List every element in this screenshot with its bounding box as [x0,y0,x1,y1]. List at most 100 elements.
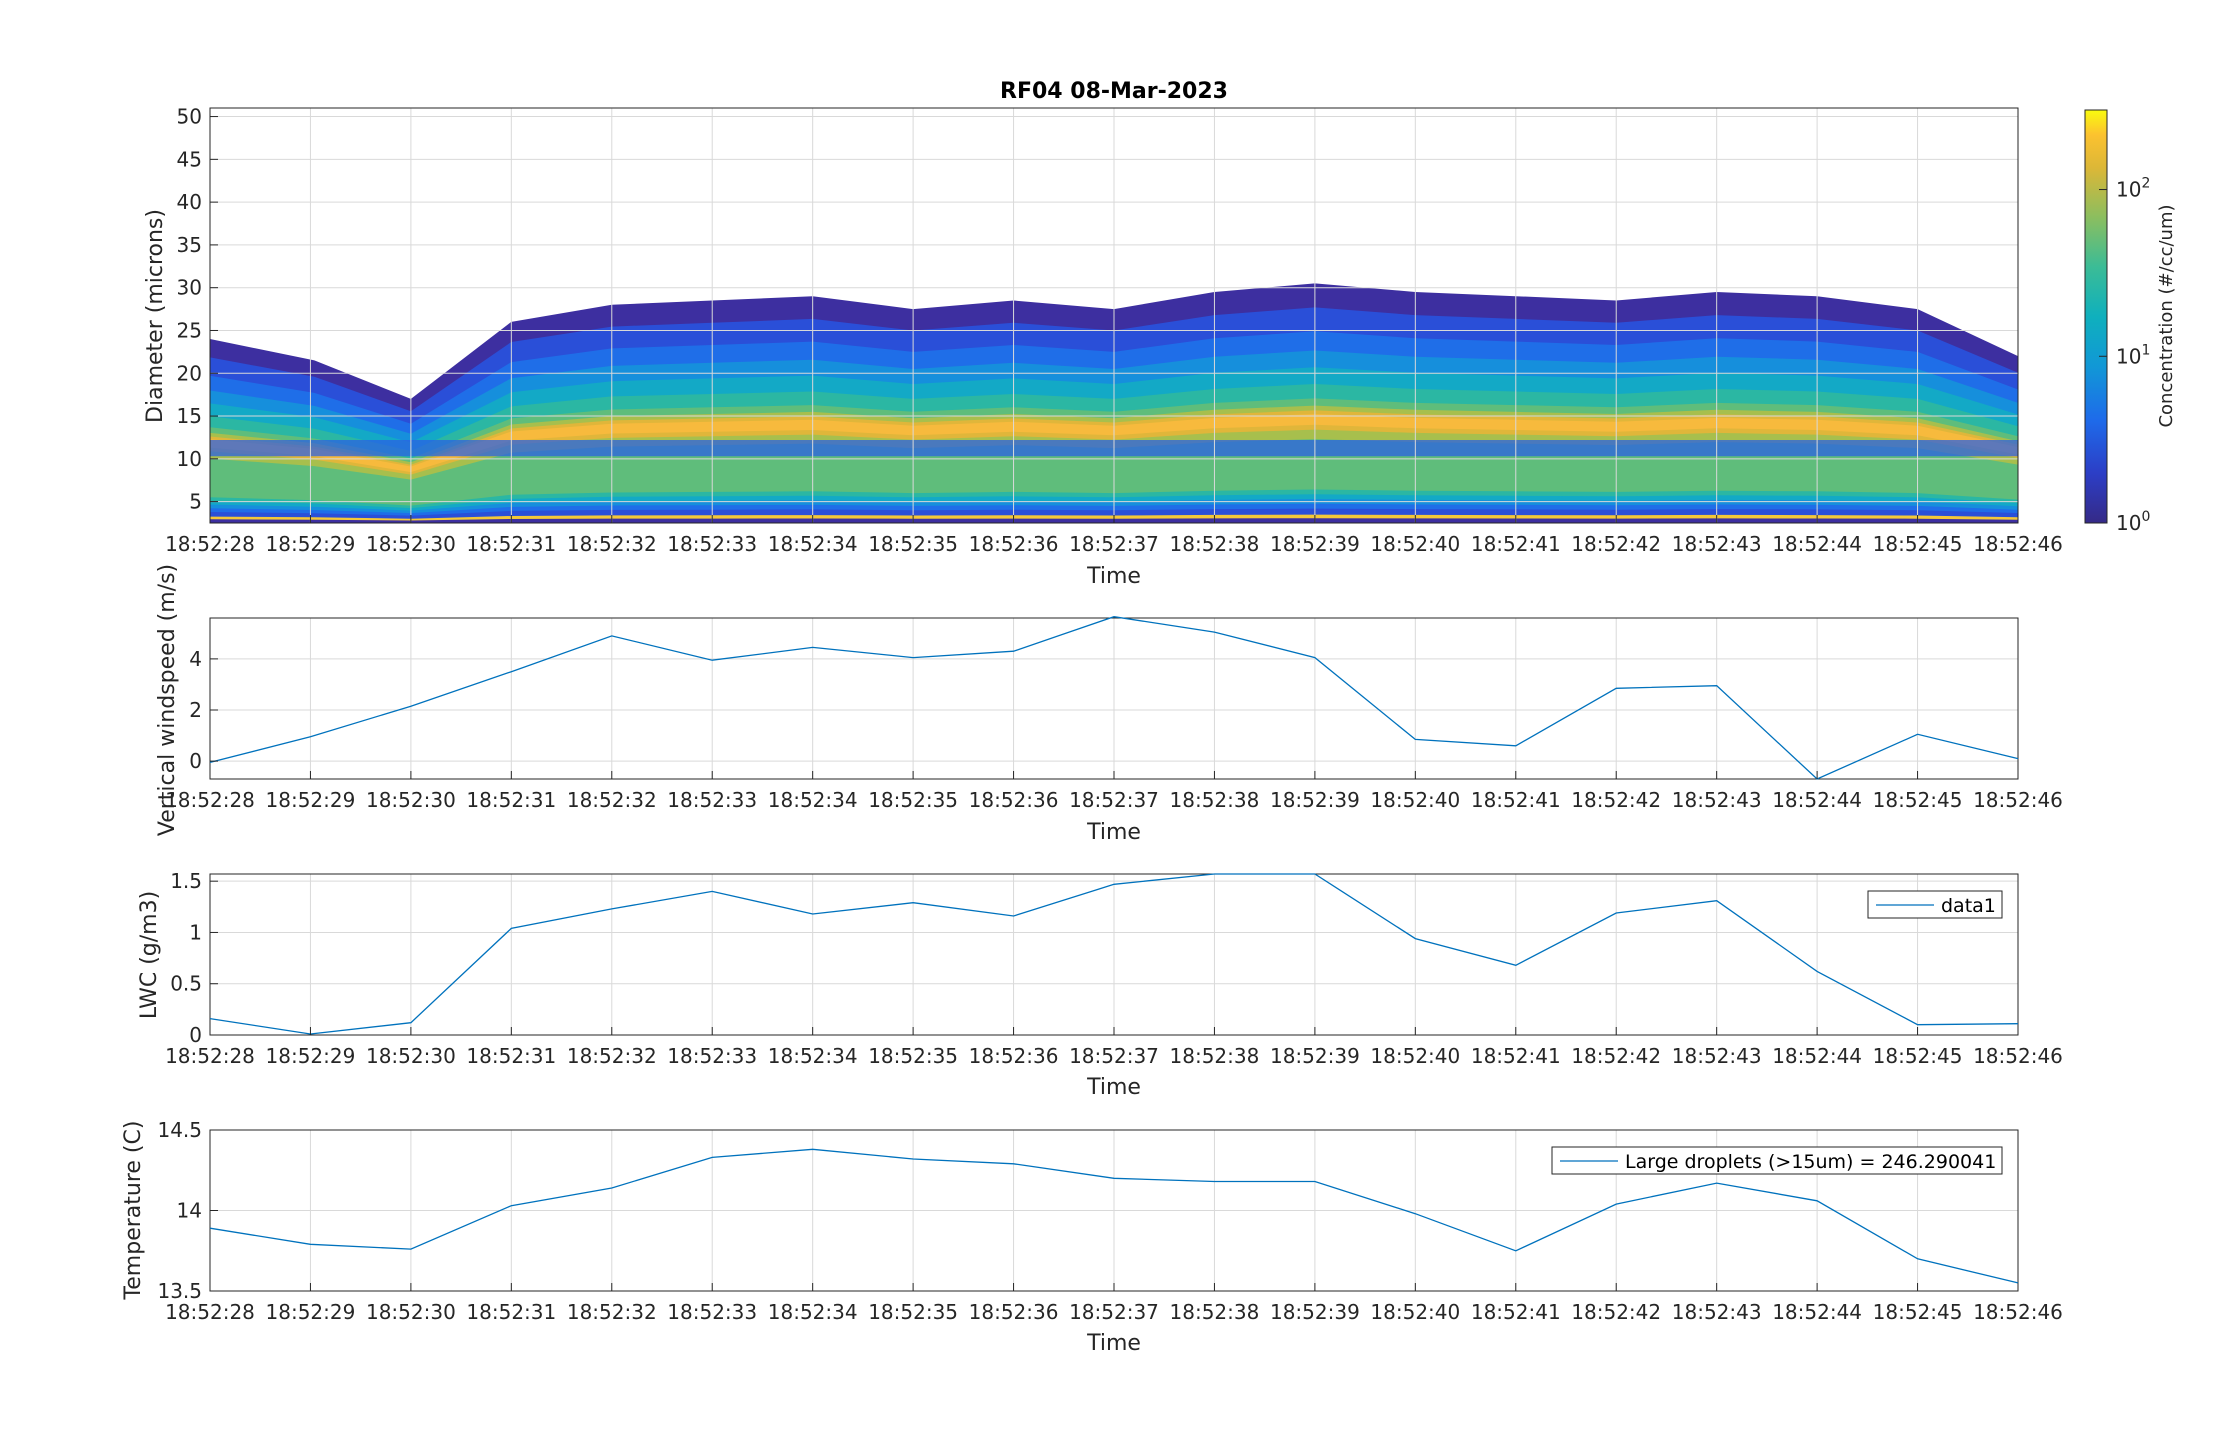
x-tick-label: 18:52:31 [466,532,556,556]
colorbar-label: Concentration (#/cc/um) [2156,204,2177,427]
windspeed-x-axis-title: Time [1086,820,1141,845]
y-tick-label: 1.5 [170,869,202,893]
x-tick-label: 18:52:36 [969,788,1059,812]
lwc-x-ticks: 18:52:28 18:52:29 18:52:30 18:52:31 18:52:32… [165,1027,2063,1068]
x-tick-label: 18:52:46 [1973,1300,2063,1324]
y-tick-label: 4 [189,647,202,671]
x-tick-label: 18:52:33 [667,1300,757,1324]
x-tick-label: 18:52:40 [1370,1300,1460,1324]
colorbar-gradient [2084,109,2108,524]
lwc-x-axis-title: Time [1086,1075,1141,1100]
x-tick-label: 18:52:32 [567,532,657,556]
x-tick-label: 18:52:42 [1571,1300,1661,1324]
x-tick-label: 18:52:43 [1672,788,1762,812]
lwc-legend-label: data1 [1941,895,1996,917]
lwc-grid [209,874,2019,1036]
y-tick-label: 15 [177,404,202,428]
temperature-x-ticks: 18:52:28 18:52:29 18:52:30 18:52:31 18:52:32… [165,1283,2063,1324]
x-tick-label: 18:52:37 [1069,1044,1159,1068]
x-tick-label: 18:52:29 [266,1044,356,1068]
x-tick-label: 18:52:34 [768,1300,858,1324]
y-tick-label: 14 [177,1199,202,1223]
x-tick-label: 18:52:39 [1270,1044,1360,1068]
x-tick-label: 18:52:37 [1069,532,1159,556]
x-tick-label: 18:52:35 [868,1044,958,1068]
x-tick-label: 18:52:30 [366,788,456,812]
colorbar: 100 101 102 Concentration (#/cc/um) [2084,109,2177,535]
x-tick-label: 18:52:40 [1370,788,1460,812]
x-tick-label: 18:52:39 [1270,532,1360,556]
x-tick-label: 18:52:30 [366,532,456,556]
y-tick-label: 0 [189,1023,202,1047]
x-tick-label: 18:52:29 [266,532,356,556]
temperature-legend-label: Large droplets (>15um) = 246.290041 [1625,1151,1996,1173]
windspeed-line [209,616,2019,780]
x-tick-label: 18:52:28 [165,788,255,812]
lwc-y-ticks: 0 0.5 1 1.5 [170,869,218,1047]
y-tick-label: 5 [189,490,202,514]
contour-band [210,414,2018,473]
x-tick-label: 18:52:32 [567,788,657,812]
temperature-legend: Large droplets (>15um) = 246.290041 [1551,1146,2003,1175]
lwc-panel: 0 0.5 1 1.5 18:52:28 18:52:29 18:52:30 18:52:3… [137,869,2063,1100]
x-tick-label: 18:52:38 [1170,1044,1260,1068]
y-tick-label: 30 [177,276,202,300]
x-tick-label: 18:52:36 [969,1044,1059,1068]
heatmap-x-axis-title: Time [1086,564,1141,589]
y-tick-label: 35 [177,233,202,257]
x-tick-label: 18:52:43 [1672,1044,1762,1068]
x-tick-label: 18:52:28 [165,1044,255,1068]
x-tick-label: 18:52:33 [667,788,757,812]
heatmap-y-ticks: 5 10 15 20 25 30 35 40 45 50 [177,105,218,514]
temperature-line [209,1148,2019,1284]
heatmap-x-ticks: 18:52:28 18:52:29 18:52:30 18:52:31 18:52:32… [165,515,2063,556]
y-tick-label: 14.5 [157,1118,202,1142]
x-tick-label: 18:52:46 [1973,1044,2063,1068]
x-tick-label: 18:52:45 [1873,532,1963,556]
colorbar-ticks: 100 101 102 [2099,176,2150,535]
x-tick-label: 18:52:33 [667,532,757,556]
x-tick-label: 18:52:33 [667,1044,757,1068]
y-tick-label: 20 [177,361,202,385]
x-tick-label: 18:52:35 [868,1300,958,1324]
windspeed-x-ticks: 18:52:28 18:52:29 18:52:30 18:52:31 18:52:32… [165,771,2063,812]
x-tick-label: 18:52:44 [1772,1300,1862,1324]
x-tick-label: 18:52:31 [466,1044,556,1068]
temperature-y-axis-title: Temperature (C) [121,1121,146,1301]
x-tick-label: 18:52:35 [868,788,958,812]
x-tick-label: 18:52:34 [768,788,858,812]
x-tick-label: 18:52:41 [1471,788,1561,812]
lwc-y-axis-title: LWC (g/m3) [137,891,162,1019]
x-tick-label: 18:52:28 [165,532,255,556]
y-tick-label: 0 [189,749,202,773]
lwc-legend: data1 [1867,890,2003,919]
x-tick-label: 18:52:29 [266,1300,356,1324]
windspeed-y-ticks: 0 2 4 [189,647,218,773]
x-tick-label: 18:52:36 [969,532,1059,556]
x-tick-label: 18:52:44 [1772,1044,1862,1068]
y-tick-label: 40 [177,190,202,214]
colorbar-tick-label: 100 [2116,509,2150,535]
x-tick-label: 18:52:30 [366,1300,456,1324]
x-tick-label: 18:52:37 [1069,1300,1159,1324]
x-tick-label: 18:52:44 [1772,788,1862,812]
x-tick-label: 18:52:41 [1471,1300,1561,1324]
x-tick-label: 18:52:32 [567,1300,657,1324]
x-tick-label: 18:52:42 [1571,788,1661,812]
x-tick-label: 18:52:40 [1370,1044,1460,1068]
x-tick-label: 18:52:37 [1069,788,1159,812]
x-tick-label: 18:52:45 [1873,1044,1963,1068]
x-tick-label: 18:52:42 [1571,532,1661,556]
x-tick-label: 18:52:39 [1270,788,1360,812]
x-tick-label: 18:52:30 [366,1044,456,1068]
temperature-y-ticks: 13.5 14 14.5 [157,1118,218,1303]
y-tick-label: 1 [189,920,202,944]
x-tick-label: 18:52:31 [466,788,556,812]
x-tick-label: 18:52:36 [969,1300,1059,1324]
y-tick-label: 0.5 [170,972,202,996]
windspeed-grid [209,618,2019,779]
x-tick-label: 18:52:42 [1571,1044,1661,1068]
colorbar-tick-label: 102 [2116,176,2150,202]
